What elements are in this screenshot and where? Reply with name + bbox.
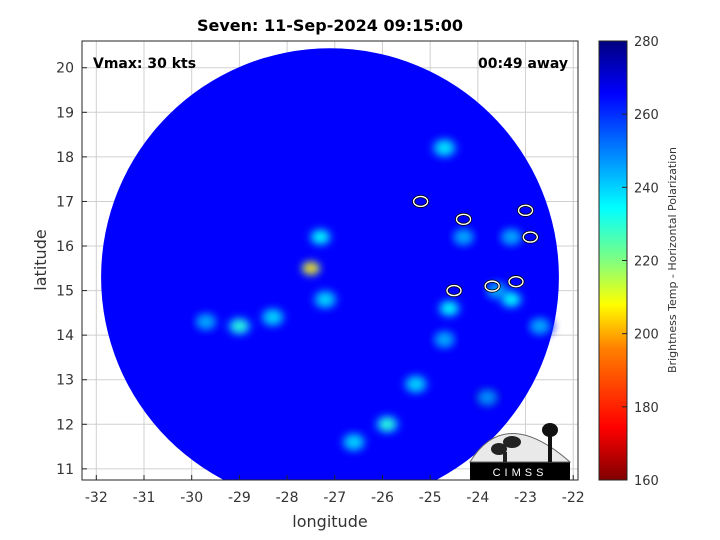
feature-core [313, 231, 328, 243]
y-tick-label: 11 [56, 462, 74, 478]
y-tick-label: 15 [56, 284, 74, 300]
contour [412, 195, 429, 208]
feature-core [346, 435, 362, 449]
x-ticks: -32 -31 -30 -29 -28 -27 -26 -25 -24 -23 -22 [85, 475, 585, 506]
y-tick-label: 18 [56, 150, 74, 166]
satellite-swath [101, 48, 559, 480]
y-tick-label: 19 [56, 105, 74, 121]
vmax-label: Vmax: 30 kts [93, 56, 196, 72]
colorbar-tick-label: 260 [634, 108, 659, 123]
y-tick-label: 16 [56, 239, 74, 255]
contours [412, 194, 539, 298]
x-tick-label: -25 [419, 490, 442, 506]
colorbar-tick-label: 280 [634, 35, 659, 50]
feature-core [503, 230, 519, 244]
feature-core [232, 320, 246, 332]
colorbar-ticks: 160 180 200 220 240 260 280 [622, 35, 659, 489]
feature-core [317, 293, 333, 306]
plot-frame [81, 40, 579, 481]
colorbar-tick-label: 240 [634, 181, 659, 196]
feature-core [455, 230, 472, 244]
contour [508, 275, 524, 288]
contour [522, 231, 539, 243]
feature-core [504, 294, 518, 305]
y-ticks: 11 12 13 14 15 16 17 18 19 20 [56, 61, 87, 478]
y-tick-label: 12 [56, 417, 74, 433]
x-tick-label: -26 [371, 490, 394, 506]
feature-core [305, 264, 316, 273]
time-away-label: 00:49 away [478, 56, 568, 72]
feature-core [380, 418, 394, 430]
colorbar-tick-label: 220 [634, 255, 659, 270]
colorbar-tick-label: 160 [634, 474, 659, 489]
x-tick-label: -24 [466, 490, 489, 506]
feature-core [265, 311, 281, 324]
feature-core [532, 319, 548, 333]
x-tick-label: -27 [323, 490, 346, 506]
y-tick-label: 20 [56, 61, 74, 77]
feature-core [436, 141, 453, 155]
swath-layer [101, 48, 559, 480]
x-tick-label: -28 [276, 490, 299, 506]
y-tick-label: 13 [56, 373, 74, 389]
colorbar-label: Brightness Temp - Horizontal Polarizatio… [666, 147, 679, 373]
feature-core [442, 303, 456, 314]
x-tick-label: -30 [180, 490, 203, 506]
cimss-logo: CIMSS [469, 423, 572, 480]
feature-core [436, 333, 453, 346]
y-tick-label: 14 [56, 328, 74, 344]
contour [455, 213, 472, 225]
contour [517, 204, 534, 217]
contour [446, 284, 462, 297]
y-axis-label: latitude [31, 229, 50, 290]
colorbar-tick-label: 200 [634, 328, 659, 343]
feature-core [408, 377, 424, 391]
y-tick-label: 17 [56, 194, 74, 210]
x-axis-label: longitude [292, 512, 367, 531]
contour [484, 280, 500, 292]
chart-title: Seven: 11-Sep-2024 09:15:00 [197, 16, 463, 35]
x-tick-label: -29 [228, 490, 251, 506]
feature-core [198, 315, 214, 329]
x-tick-label: -31 [133, 490, 156, 506]
x-tick-label: -32 [85, 490, 108, 506]
colorbar-tick-label: 180 [634, 401, 659, 416]
x-tick-label: -23 [514, 490, 537, 506]
x-tick-label: -22 [562, 490, 585, 506]
convective-features [192, 137, 554, 453]
logo-text: CIMSS [493, 467, 548, 479]
feature-core [479, 391, 496, 404]
